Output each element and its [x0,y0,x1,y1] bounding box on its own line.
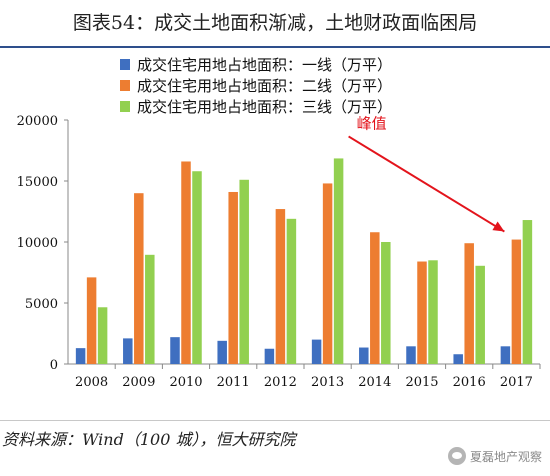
x-tick-label: 2011 [217,375,250,390]
x-tick-label: 2008 [75,375,108,390]
wechat-icon [447,447,466,465]
y-tick-label: 0 [50,358,58,373]
x-tick-label: 2017 [500,375,533,390]
x-tick-label: 2014 [358,375,391,390]
bar-1-2012 [264,348,275,364]
bar-2-2016 [464,243,474,364]
x-tick-label: 2016 [453,375,486,390]
bar-1-2015 [406,346,416,364]
bar-2-2011 [228,191,238,364]
bar-3-2011 [239,179,249,364]
source-note: 资料来源：Wind（100 城），恒大研究院 [2,430,296,449]
watermark-label: 夏磊地产观察 [469,449,542,464]
bar-2-2017 [511,239,522,364]
bar-1-2014 [359,347,369,364]
y-tick-label: 15000 [17,175,58,190]
x-tick-label: 2013 [311,375,344,390]
chart-title: 图表54：成交土地面积渐减，土地财政面临困局 [72,12,478,34]
bar-3-2017 [522,220,533,364]
source-divider [0,420,550,421]
bar-1-2009 [123,338,133,364]
y-tick-label: 10000 [17,236,58,251]
bar-1-2010 [170,337,180,364]
bar-3-2016 [475,265,485,364]
bar-3-2008 [97,307,108,364]
legend-label-1: 成交住宅用地占地面积：一线（万平） [137,56,392,74]
x-tick-label: 2012 [264,375,297,390]
legend-label-2: 成交住宅用地占地面积：二线（万平） [137,77,392,95]
legend-swatch-2 [120,80,130,91]
y-tick-label: 20000 [17,114,58,129]
bar-3-2012 [286,218,297,364]
annotation-arrow-head [492,221,505,232]
bar-1-2017 [500,346,511,364]
annotation-label: 峰值 [357,114,387,132]
x-tick-label: 2015 [405,375,438,390]
bar-3-2014 [381,242,391,364]
legend-swatch-1 [120,59,130,70]
legend-label-3: 成交住宅用地占地面积：三线（万平） [137,98,392,116]
bar-2-2014 [370,232,380,364]
bar-1-2008 [75,348,86,364]
bar-2-2010 [181,161,191,364]
bar-2-2013 [322,183,333,364]
bar-3-2010 [192,171,202,364]
title-divider [0,46,550,48]
watermark: 夏磊地产观察 [447,444,542,468]
bar-2-2012 [275,209,286,364]
legend-swatch-3 [120,101,130,112]
y-tick-label: 5000 [25,297,58,312]
bar-3-2015 [428,260,438,364]
x-tick-label: 2010 [169,375,202,390]
x-tick-label: 2009 [122,375,155,390]
bar-1-2016 [453,354,463,364]
annotation-arrow-line [348,135,505,233]
bar-1-2011 [217,340,227,364]
bar-3-2013 [333,158,344,364]
bar-2-2008 [86,277,97,364]
chart-canvas: 成交住宅用地占地面积：一线（万平） 成交住宅用地占地面积：二线（万平） 成交住宅用地… [17,56,541,390]
bar-2-2009 [134,193,144,364]
bar-3-2009 [145,254,155,364]
bar-2-2015 [417,261,427,364]
bar-1-2013 [311,339,322,364]
